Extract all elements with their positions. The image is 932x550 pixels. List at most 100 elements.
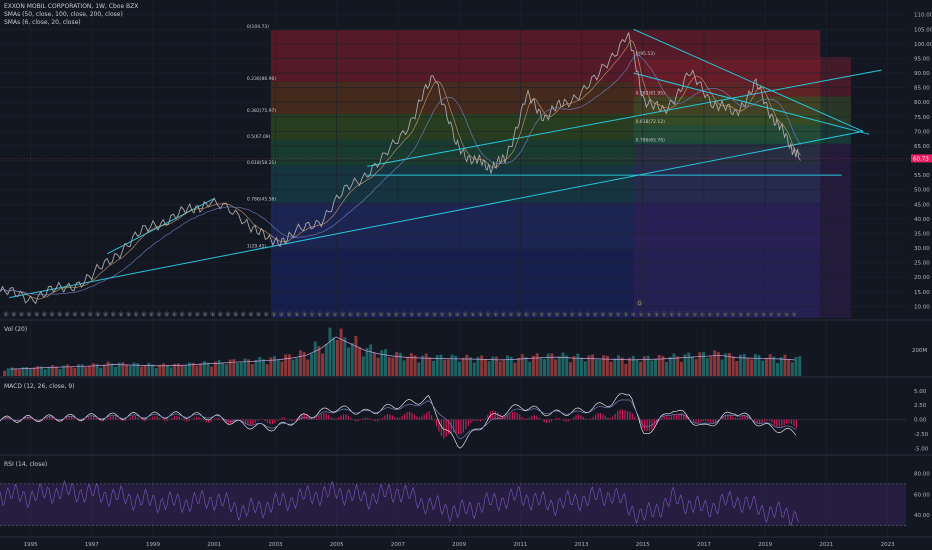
earnings-marker[interactable] bbox=[508, 311, 514, 317]
earnings-marker[interactable] bbox=[172, 311, 177, 317]
earnings-marker[interactable] bbox=[684, 311, 690, 317]
earnings-marker[interactable] bbox=[516, 311, 522, 317]
earnings-marker[interactable] bbox=[784, 311, 790, 317]
earnings-marker[interactable] bbox=[439, 311, 445, 317]
earnings-marker[interactable] bbox=[41, 311, 47, 317]
earnings-marker[interactable] bbox=[210, 311, 216, 317]
earnings-marker[interactable] bbox=[677, 311, 682, 317]
earnings-marker[interactable] bbox=[493, 311, 499, 317]
trend-line[interactable] bbox=[633, 72, 870, 135]
earnings-marker[interactable] bbox=[371, 311, 376, 317]
earnings-marker[interactable] bbox=[202, 311, 208, 317]
earnings-marker[interactable] bbox=[348, 311, 353, 317]
dividend-marker[interactable] bbox=[636, 299, 643, 307]
earnings-marker[interactable] bbox=[585, 311, 591, 317]
earnings-marker[interactable] bbox=[217, 311, 223, 317]
earnings-marker[interactable] bbox=[715, 311, 721, 317]
earnings-marker[interactable] bbox=[524, 311, 529, 317]
earnings-marker[interactable] bbox=[470, 311, 476, 317]
earnings-marker[interactable] bbox=[393, 311, 399, 317]
earnings-marker[interactable] bbox=[608, 311, 614, 317]
sma-legend-1[interactable]: SMAs (50, close, 100, close, 200, close) bbox=[4, 11, 123, 18]
earnings-marker[interactable] bbox=[615, 311, 621, 317]
earnings-marker[interactable] bbox=[57, 311, 63, 317]
earnings-marker[interactable] bbox=[110, 311, 116, 317]
macd-label[interactable]: MACD (12, 26, close, 9) bbox=[4, 383, 75, 390]
earnings-marker[interactable] bbox=[378, 311, 384, 317]
earnings-marker[interactable] bbox=[401, 311, 407, 317]
earnings-marker[interactable] bbox=[355, 311, 361, 317]
earnings-marker[interactable] bbox=[646, 311, 652, 317]
earnings-marker[interactable] bbox=[432, 311, 438, 317]
earnings-marker[interactable] bbox=[700, 311, 705, 317]
earnings-marker[interactable] bbox=[309, 311, 315, 317]
trend-line[interactable] bbox=[633, 28, 864, 132]
earnings-marker[interactable] bbox=[745, 311, 751, 317]
earnings-marker[interactable] bbox=[34, 311, 40, 317]
earnings-marker[interactable] bbox=[562, 311, 568, 317]
rsi-label[interactable]: RSI (14, close) bbox=[4, 461, 48, 468]
earnings-marker[interactable] bbox=[768, 311, 774, 317]
earnings-marker[interactable] bbox=[761, 311, 767, 317]
earnings-marker[interactable] bbox=[263, 311, 269, 317]
earnings-marker[interactable] bbox=[141, 311, 147, 317]
earnings-marker[interactable] bbox=[156, 311, 162, 317]
earnings-marker[interactable] bbox=[286, 311, 292, 317]
earnings-marker[interactable] bbox=[271, 311, 277, 317]
earnings-marker[interactable] bbox=[547, 311, 552, 317]
earnings-marker[interactable] bbox=[600, 311, 606, 317]
earnings-marker[interactable] bbox=[661, 311, 667, 317]
earnings-marker[interactable] bbox=[730, 311, 736, 317]
price-line[interactable] bbox=[0, 31, 801, 305]
earnings-marker[interactable] bbox=[233, 311, 239, 317]
earnings-marker[interactable] bbox=[723, 311, 728, 317]
earnings-marker[interactable] bbox=[386, 311, 392, 317]
earnings-marker[interactable] bbox=[539, 311, 545, 317]
earnings-marker[interactable] bbox=[753, 311, 759, 317]
earnings-marker[interactable] bbox=[49, 311, 55, 317]
sma-legend-2[interactable]: SMAs (6, close, 20, close) bbox=[4, 19, 81, 26]
earnings-marker[interactable] bbox=[317, 311, 323, 317]
earnings-marker[interactable] bbox=[80, 311, 86, 317]
earnings-marker[interactable] bbox=[187, 311, 193, 317]
earnings-marker[interactable] bbox=[692, 311, 698, 317]
earnings-marker[interactable] bbox=[87, 311, 93, 317]
earnings-marker[interactable] bbox=[623, 311, 629, 317]
earnings-marker[interactable] bbox=[195, 311, 200, 317]
earnings-marker[interactable] bbox=[149, 311, 154, 317]
earnings-marker[interactable] bbox=[447, 311, 453, 317]
earnings-marker[interactable] bbox=[325, 311, 330, 317]
earnings-marker[interactable] bbox=[19, 311, 24, 317]
earnings-marker[interactable] bbox=[302, 311, 307, 317]
earnings-marker[interactable] bbox=[133, 311, 139, 317]
earnings-marker[interactable] bbox=[103, 311, 108, 317]
earnings-marker[interactable] bbox=[332, 311, 338, 317]
earnings-marker[interactable] bbox=[3, 311, 9, 317]
earnings-marker[interactable] bbox=[64, 311, 70, 317]
earnings-marker[interactable] bbox=[669, 311, 675, 317]
earnings-marker[interactable] bbox=[631, 311, 636, 317]
earnings-marker[interactable] bbox=[592, 311, 598, 317]
earnings-marker[interactable] bbox=[654, 311, 659, 317]
trend-line[interactable] bbox=[9, 130, 864, 299]
earnings-marker[interactable] bbox=[707, 311, 713, 317]
earnings-marker[interactable] bbox=[240, 311, 246, 317]
earnings-marker[interactable] bbox=[424, 311, 430, 317]
earnings-marker[interactable] bbox=[118, 311, 124, 317]
earnings-marker[interactable] bbox=[164, 311, 170, 317]
earnings-marker[interactable] bbox=[72, 311, 78, 317]
earnings-marker[interactable] bbox=[791, 311, 797, 317]
volume-label[interactable]: Vol (20) bbox=[4, 326, 28, 333]
earnings-marker[interactable] bbox=[638, 311, 644, 317]
earnings-marker[interactable] bbox=[416, 311, 422, 317]
earnings-marker[interactable] bbox=[462, 311, 468, 317]
earnings-marker[interactable] bbox=[11, 311, 17, 317]
trend-line[interactable] bbox=[367, 69, 882, 167]
earnings-marker[interactable] bbox=[478, 311, 483, 317]
earnings-marker[interactable] bbox=[95, 311, 101, 317]
earnings-marker[interactable] bbox=[577, 311, 583, 317]
earnings-marker[interactable] bbox=[179, 311, 185, 317]
earnings-marker[interactable] bbox=[409, 311, 415, 317]
earnings-marker[interactable] bbox=[501, 311, 506, 317]
